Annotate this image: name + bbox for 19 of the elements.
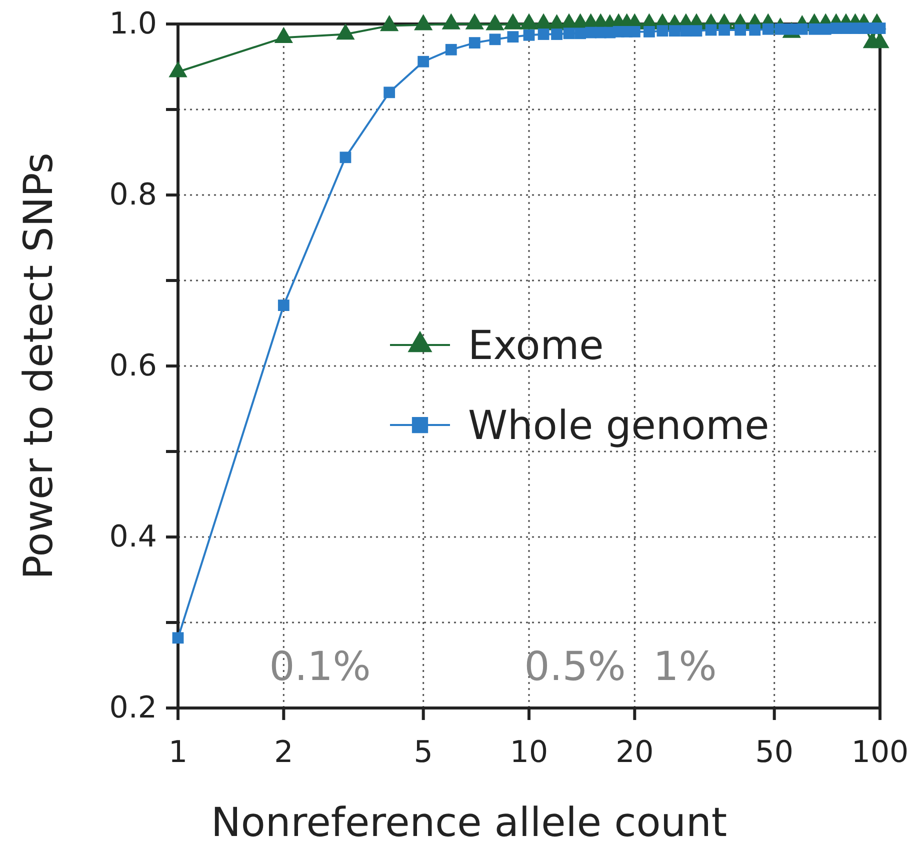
- y-axis-title: Power to detect SNPs: [16, 152, 62, 580]
- y-tick-label: 0.4: [109, 520, 157, 555]
- annotation: 0.1%: [269, 644, 371, 690]
- x-tick-label: 2: [274, 735, 294, 770]
- legend-label: Whole genome: [468, 403, 770, 449]
- x-tick-label: 10: [510, 735, 548, 770]
- x-tick-label: 5: [414, 735, 433, 770]
- y-tick-label: 0.6: [109, 348, 157, 384]
- y-tick-label: 1.0: [109, 6, 157, 42]
- x-tick-label: 100: [851, 735, 909, 770]
- y-tick-label: 0.8: [109, 178, 157, 213]
- x-tick-label: 20: [616, 735, 654, 770]
- annotation: 1%: [653, 644, 717, 690]
- annotation: 0.5%: [524, 644, 626, 690]
- x-tick-label: 1: [168, 735, 188, 770]
- x-axis-title: Nonreference allele count: [210, 800, 728, 846]
- x-tick-label: 50: [755, 735, 794, 770]
- legend-label: Exome: [468, 323, 604, 369]
- y-tick-label: 0.2: [109, 690, 157, 726]
